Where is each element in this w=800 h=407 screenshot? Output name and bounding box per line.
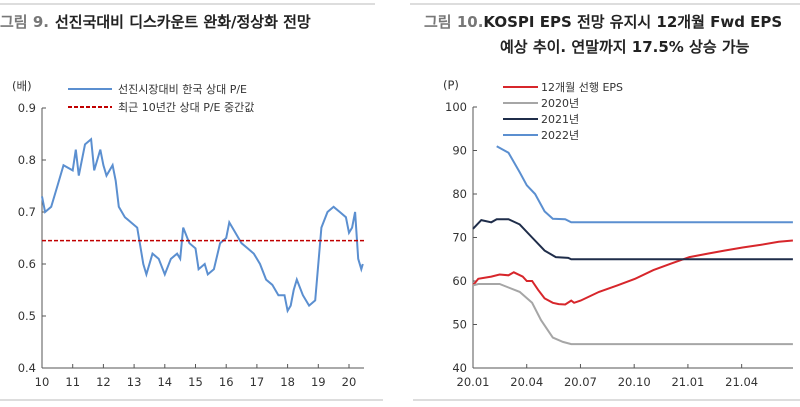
x-tick-label: 15	[188, 375, 203, 389]
x-tick-label: 13	[127, 375, 142, 389]
y-tick-label: 50	[452, 318, 467, 332]
y-axis-label: (배)	[12, 79, 32, 93]
y-tick-label: 90	[452, 144, 467, 158]
x-tick-label: 14	[157, 375, 172, 389]
legend-label-1: 최근 10년간 상대 P/E 중간값	[118, 101, 254, 114]
series-line-0	[41, 137, 364, 314]
y-tick-label: 40	[452, 361, 467, 375]
x-tick-label: 21.04	[725, 375, 758, 389]
x-tick-label: 20.01	[457, 375, 490, 389]
x-tick-label: 18	[280, 375, 295, 389]
chart1-title: 그림 9. 선진국대비 디스카운트 완화/정상화 전망	[0, 13, 311, 31]
x-tick-label: 17	[250, 375, 265, 389]
chart2-title-line2: 예상 추이. 연말까지 17.5% 상승 가능	[500, 38, 750, 56]
y-tick-label: 100	[445, 100, 467, 114]
y-tick-label: 70	[452, 231, 467, 245]
x-tick-label: 16	[219, 375, 234, 389]
legend-label-3: 2022년	[541, 129, 579, 142]
y-tick-label: 80	[452, 187, 467, 201]
series-line-1	[472, 283, 793, 346]
x-tick-label: 20	[342, 375, 357, 389]
y-tick-label: 0.4	[18, 361, 36, 375]
legend-label-0: 선진시장대비 한국 상대 P/E	[118, 83, 247, 96]
legend-label-2: 2021년	[541, 113, 579, 126]
x-tick-label: 20.07	[564, 375, 597, 389]
series-line-2	[472, 218, 793, 261]
chart1: (배) 0.9 0.8 0.7 0.6 0.5 0.410 11 12 13 14 15 16 17 18 1…	[12, 79, 365, 389]
x-tick-label: 12	[96, 375, 111, 389]
y-tick-label: 0.8	[18, 153, 36, 167]
y-axis-label: (P)	[443, 78, 459, 92]
legend-label-1: 2020년	[541, 97, 579, 110]
x-tick-label: 21.01	[671, 375, 704, 389]
x-tick-label: 10	[35, 375, 50, 389]
x-tick-label: 19	[311, 375, 326, 389]
x-tick-label: 20.04	[510, 375, 543, 389]
x-tick-label: 20.10	[618, 375, 651, 389]
chart2-title: 그림 10.KOSPI EPS 전망 유지시 12개월 Fwd EPS	[424, 13, 782, 31]
y-tick-label: 60	[452, 274, 467, 288]
y-tick-label: 0.7	[18, 205, 36, 219]
legend-label-0: 12개월 선행 EPS	[541, 81, 623, 94]
x-tick-label: 11	[65, 375, 80, 389]
series-line-3	[496, 145, 793, 224]
y-tick-label: 0.9	[18, 101, 36, 115]
y-tick-label: 0.6	[18, 257, 36, 271]
series-line-0	[472, 239, 793, 306]
y-tick-label: 0.5	[18, 309, 36, 323]
